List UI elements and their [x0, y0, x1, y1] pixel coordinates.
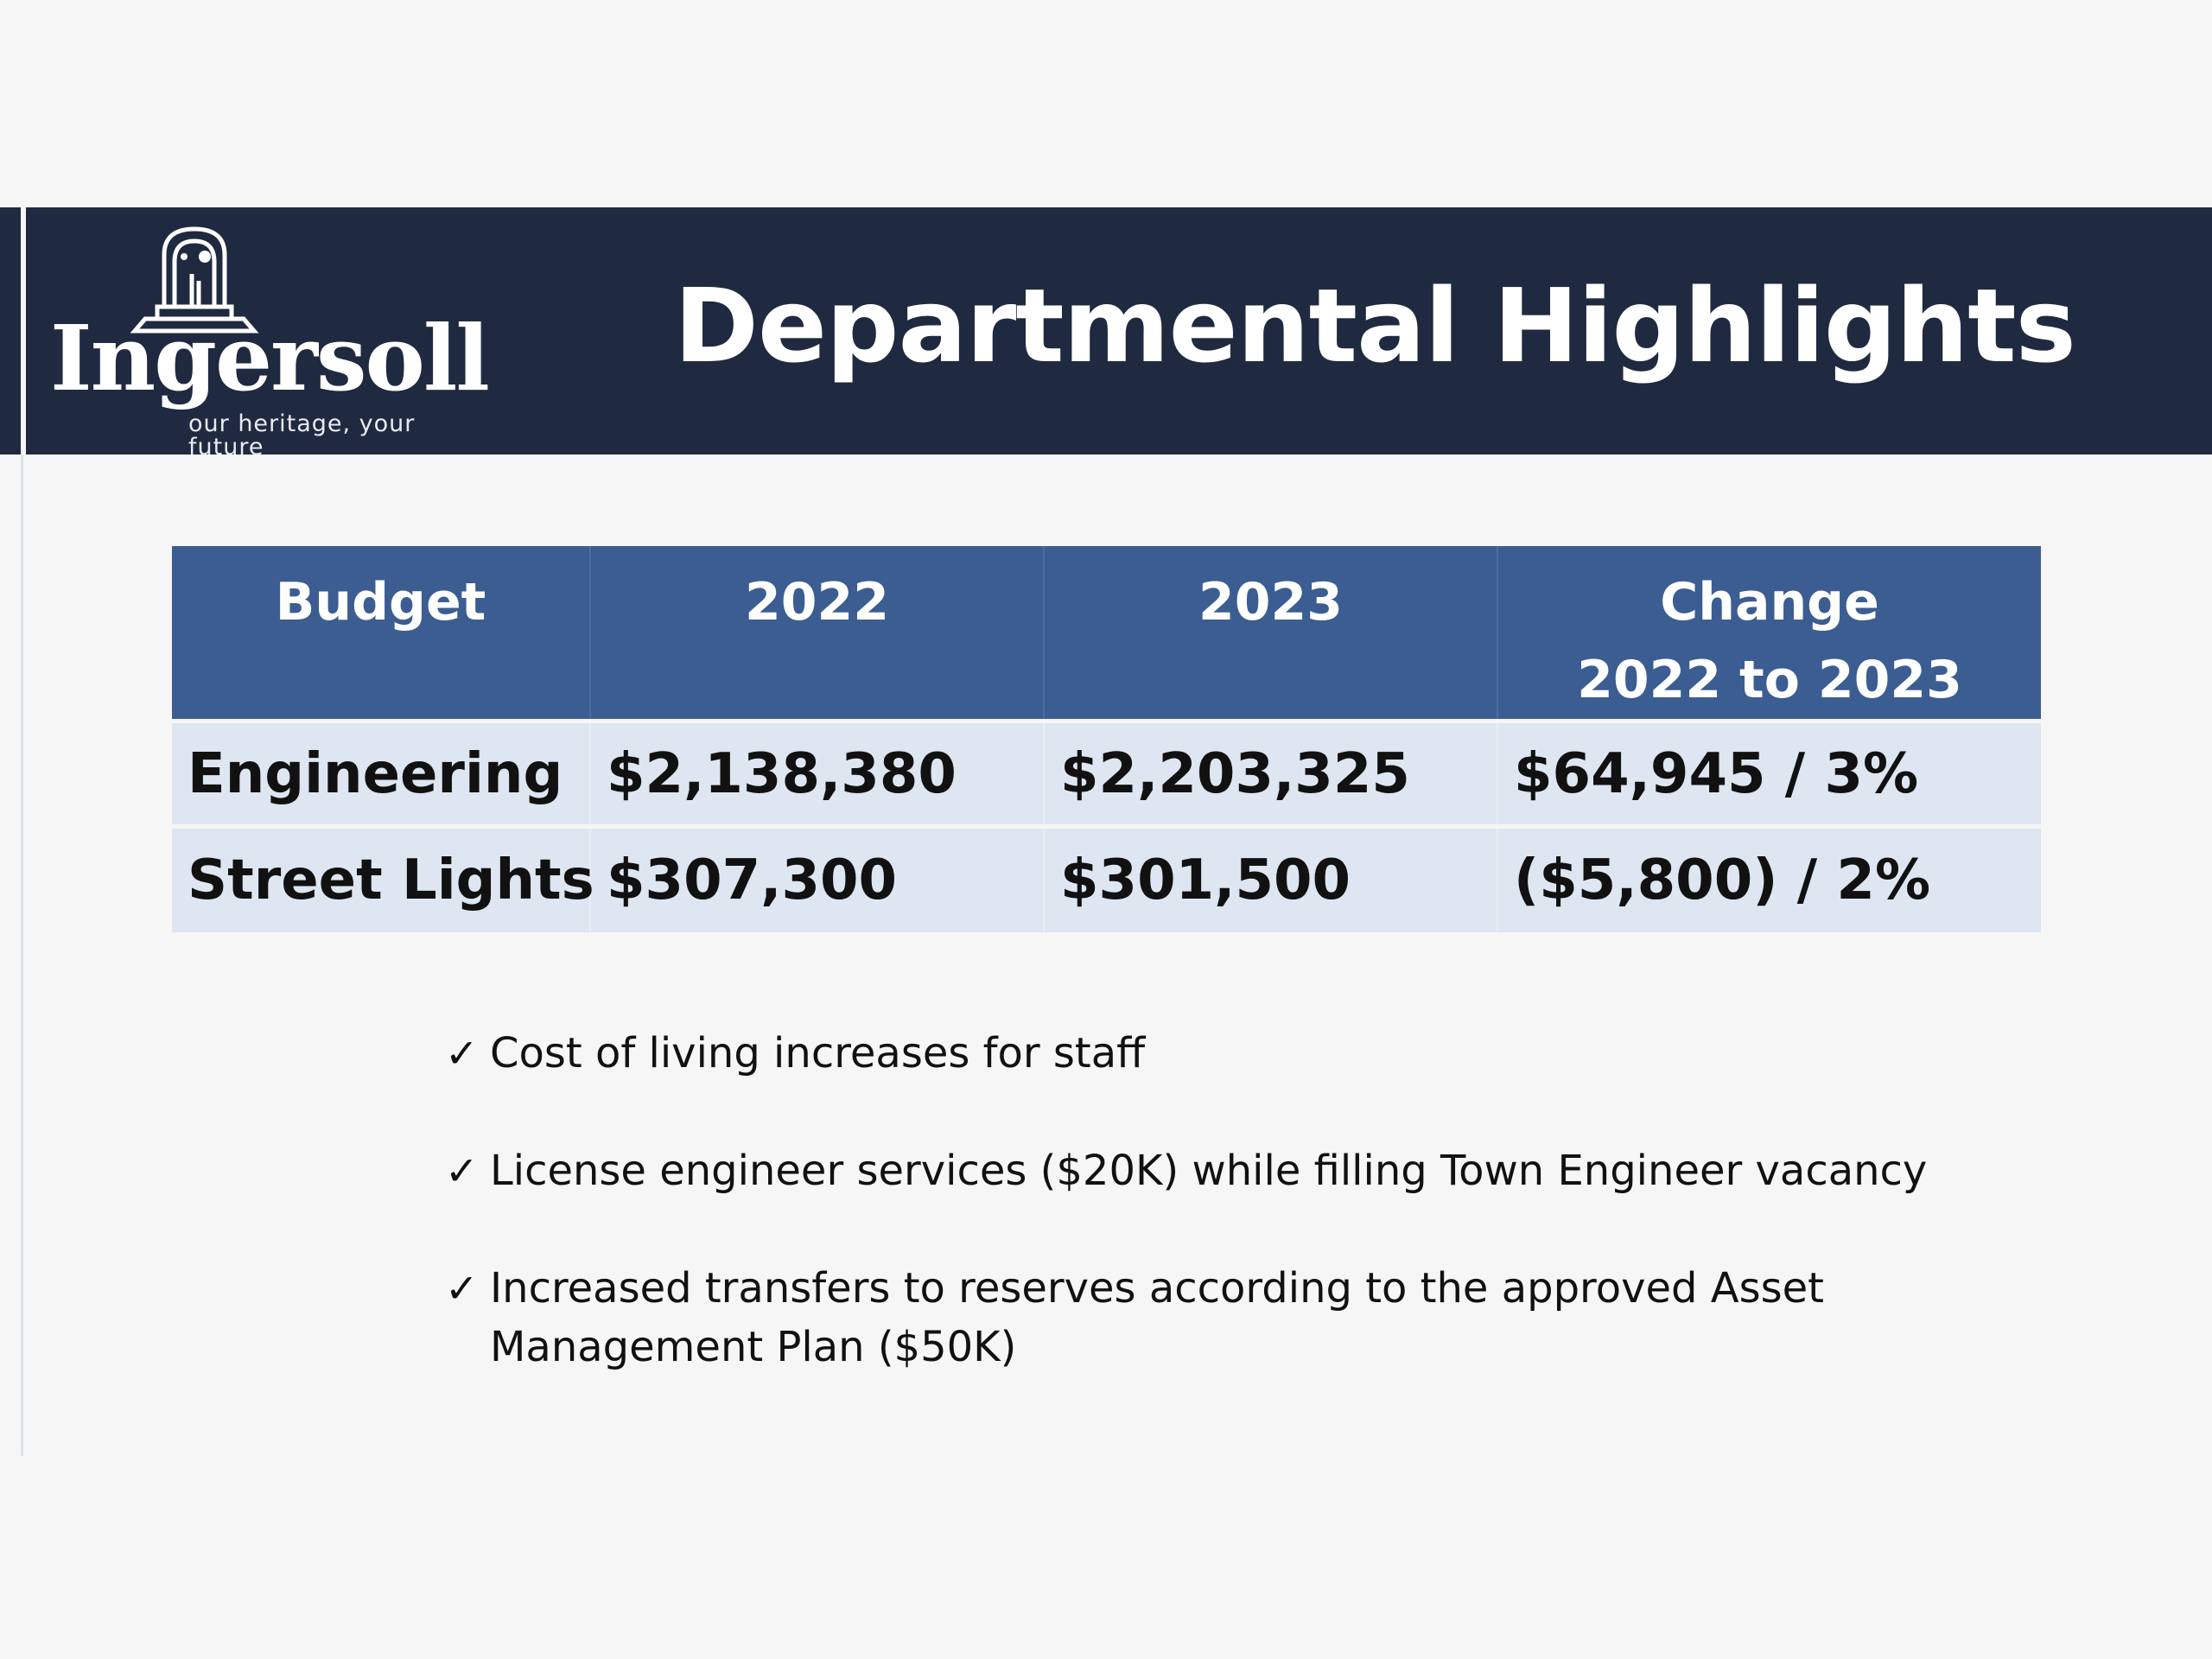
list-item: ✓ License engineer services ($20K) while… — [445, 1141, 2087, 1200]
budget-table: Budget 2022 2023 Change 2022 to 2023 Eng… — [172, 546, 2041, 932]
header-change: Change 2022 to 2023 — [1497, 546, 2041, 721]
list-item-text: Increased transfers to reserves accordin… — [490, 1264, 1824, 1371]
cell-change: $64,945 / 3% — [1497, 719, 2041, 827]
list-item-text: License engineer services ($20K) while f… — [490, 1147, 1928, 1195]
header-budget: Budget — [172, 546, 591, 721]
header-2022: 2022 — [590, 546, 1045, 721]
list-item: ✓ Increased transfers to reserves accord… — [445, 1259, 2087, 1376]
header-band — [0, 207, 2212, 454]
row-label: Engineering — [172, 719, 591, 827]
left-rule — [21, 207, 23, 1456]
cell-2022: $2,138,380 — [590, 719, 1045, 827]
checkmark-icon: ✓ — [445, 1265, 479, 1312]
highlights-list: ✓ Cost of living increases for staff ✓ L… — [445, 1024, 2087, 1435]
list-item: ✓ Cost of living increases for staff — [445, 1024, 2087, 1083]
cell-2023: $2,203,325 — [1044, 719, 1498, 827]
logo-tagline: our heritage, your future — [188, 410, 416, 461]
header-2023: 2023 — [1044, 546, 1498, 721]
checkmark-icon: ✓ — [445, 1030, 479, 1077]
header-change-line2: 2022 to 2023 — [1577, 650, 1962, 710]
row-label: Street Lights — [172, 824, 594, 932]
clock-tower-icon — [130, 226, 259, 334]
band-edge — [21, 207, 26, 454]
header-change-line1: Change — [1660, 572, 1879, 632]
list-item-text: Cost of living increases for staff — [490, 1029, 1146, 1077]
table-row: Street Lights $307,300 $301,500 ($5,800)… — [172, 824, 2041, 932]
table-header-row: Budget 2022 2023 Change 2022 to 2023 — [172, 546, 2041, 721]
cell-change: ($5,800) / 2% — [1497, 824, 2041, 932]
cell-2023: $301,500 — [1044, 824, 1498, 932]
ingersoll-logo: Ingersoll our heritage, your future — [43, 220, 490, 459]
checkmark-icon: ✓ — [445, 1147, 479, 1194]
logo-wordmark: Ingersoll — [50, 305, 490, 411]
cell-2022: $307,300 — [590, 824, 1045, 932]
page-title: Departmental Highlights — [674, 266, 2076, 385]
table-row: Engineering $2,138,380 $2,203,325 $64,94… — [172, 719, 2041, 827]
